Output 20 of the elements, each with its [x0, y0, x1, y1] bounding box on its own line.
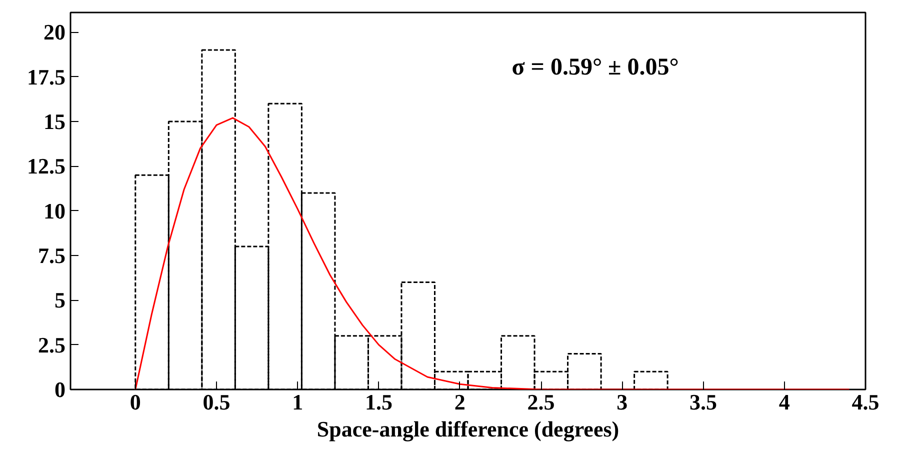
x-tick-label: 2.5	[527, 390, 555, 414]
y-tick-label: 17.5	[27, 64, 66, 90]
x-tick-label: 4	[778, 390, 790, 414]
x-tick-label: 3.5	[690, 390, 718, 414]
y-tick-label: 20	[44, 20, 66, 45]
y-tick-label: 12.5	[27, 154, 66, 179]
x-tick-label: 2	[454, 390, 466, 414]
y-tick-label: 15	[44, 108, 66, 134]
x-tick-label: 1.5	[365, 390, 393, 414]
y-tick-label: 2.5	[38, 332, 66, 358]
x-tick-label: 0	[130, 390, 141, 414]
x-tick-label: 1	[292, 390, 304, 414]
x-tick-label: 3	[616, 390, 628, 414]
y-tick-label: 10	[44, 198, 66, 224]
x-tick-label: 4.5	[852, 390, 880, 414]
annotation: σ = 0.59° ± 0.05°	[512, 54, 679, 80]
x-tick-label: 0.5	[202, 390, 230, 414]
x-axis-title: Space-angle difference (degrees)	[316, 416, 620, 442]
y-tick-label: 7.5	[38, 242, 66, 268]
y-tick-label: 5	[54, 288, 66, 313]
